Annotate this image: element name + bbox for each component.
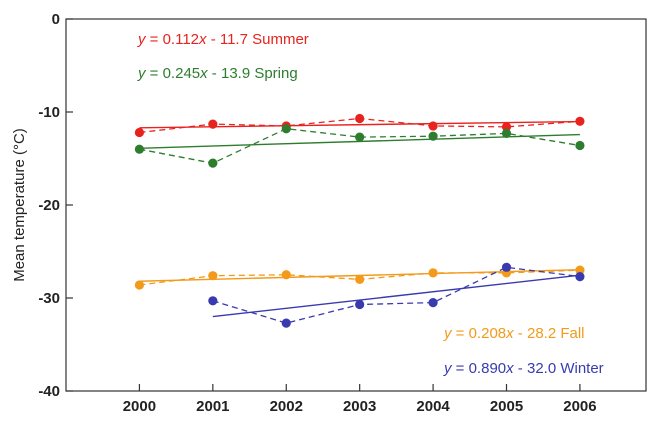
fall-point [281, 270, 291, 280]
y-tick-label: 0 [52, 11, 60, 28]
spring-point [355, 132, 365, 142]
summer-equation: y = 0.112x - 11.7 Summer [137, 31, 309, 48]
summer-point [501, 122, 512, 132]
x-tick-label: 2002 [270, 398, 303, 415]
fall-point [575, 265, 585, 275]
x-tick-label: 2001 [196, 398, 229, 415]
y-tick-label: -40 [38, 383, 60, 400]
x-tick-label: 2003 [343, 398, 376, 415]
winter-fit-line [212, 274, 581, 318]
summer-point [355, 113, 365, 124]
winter-data-line [212, 266, 580, 324]
winter-point [355, 299, 365, 310]
summer-point [428, 121, 438, 131]
spring-point [575, 140, 585, 151]
spring-point [208, 158, 218, 168]
x-tick-label: 2006 [563, 398, 596, 415]
spring-point [428, 131, 438, 141]
fall-point [134, 280, 145, 290]
winter-equation: y = 0.890x - 32.0 Winter [443, 360, 604, 377]
y-tick-label: -30 [38, 290, 60, 307]
winter-point [281, 318, 291, 328]
winter-point [575, 272, 585, 282]
y-tick-label: -20 [38, 197, 60, 214]
winter-point [428, 298, 438, 308]
fall-equation: y = 0.208x - 28.2 Fall [443, 325, 585, 342]
winter-point [501, 262, 512, 272]
fall-point [355, 274, 365, 284]
y-tick-label: -10 [38, 104, 60, 121]
summer-point [575, 116, 585, 126]
spring-equation: y = 0.245x - 13.9 Spring [137, 65, 298, 82]
x-tick-label: 2000 [123, 398, 156, 415]
winter-point [208, 296, 218, 306]
fall-point [208, 271, 218, 281]
summer-point [134, 127, 145, 138]
spring-point [281, 124, 291, 134]
summer-point [208, 119, 218, 129]
x-tick-label: 2004 [416, 398, 450, 415]
fall-point [428, 268, 438, 278]
x-tick-label: 2005 [490, 398, 523, 415]
y-axis-label: Mean temperature (°C) [11, 128, 28, 282]
spring-point [501, 128, 512, 138]
spring-point [134, 144, 145, 154]
